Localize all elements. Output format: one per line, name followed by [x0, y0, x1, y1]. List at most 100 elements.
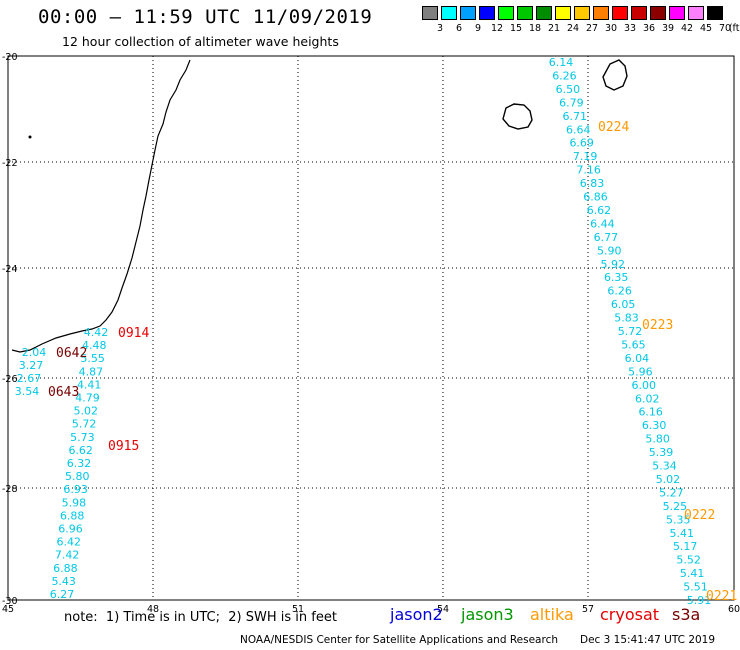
axis-labels: 45 48 51 54 57 60 -20 -22 -24 -26 -28 -30 — [2, 52, 740, 615]
legend-swatch — [669, 6, 685, 20]
swh-value: 6.69 — [569, 137, 594, 150]
swh-value: 5.80 — [65, 470, 90, 483]
legend-swatch — [441, 6, 457, 20]
swh-value: 5.39 — [649, 446, 674, 459]
swh-value: 5.91 — [687, 594, 712, 607]
swh-value: 6.71 — [563, 110, 588, 123]
swh-value: 6.32 — [67, 457, 92, 470]
swh-value: 6.62 — [587, 204, 612, 217]
x-axis-tick-label: 51 — [292, 604, 304, 615]
swh-value: 6.79 — [559, 96, 584, 109]
swh-value: 6.00 — [632, 379, 657, 392]
legend-tick: 70 — [718, 23, 732, 34]
swh-value: 4.42 — [84, 326, 109, 339]
altimeter-tracks: 4.424.485.554.874.414.795.025.725.736.62… — [15, 56, 738, 607]
y-axis-tick-label: -28 — [2, 484, 18, 495]
swh-value: 5.55 — [80, 352, 105, 365]
swh-value: 4.79 — [75, 392, 100, 405]
legend-tick: 42 — [680, 23, 694, 34]
legend-swatch — [707, 6, 723, 20]
swh-value: 6.93 — [63, 483, 88, 496]
map-title: 00:00 – 11:59 UTC 11/09/2019 — [38, 6, 373, 28]
swh-value: 5.83 — [614, 312, 639, 325]
footer-credit: NOAA/NESDIS Center for Satellite Applica… — [240, 634, 558, 646]
swh-value: 6.96 — [58, 523, 83, 536]
swh-value: 6.42 — [57, 536, 82, 549]
swh-value: 6.26 — [607, 285, 632, 298]
legend-swatch — [555, 6, 571, 20]
pass-time-label: 0643 — [48, 385, 79, 400]
x-axis-tick-label: 54 — [437, 604, 449, 615]
swh-value: 6.77 — [594, 231, 619, 244]
legend-tick: 18 — [528, 23, 542, 34]
swh-value: 6.30 — [642, 419, 667, 432]
swh-value: 7.42 — [55, 549, 80, 562]
satellite-legend-altika: altika — [530, 605, 574, 624]
swh-value: 5.98 — [62, 496, 87, 509]
y-axis-tick-label: -30 — [2, 596, 18, 607]
legend-tick: 27 — [585, 23, 599, 34]
legend-swatch — [612, 6, 628, 20]
swh-value: 7.19 — [573, 150, 598, 163]
swh-value: 5.25 — [663, 500, 688, 513]
swh-value: 5.35 — [666, 513, 691, 526]
swh-value: 6.16 — [638, 406, 663, 419]
pass-time-label: 0222 — [684, 508, 715, 523]
y-axis-tick-label: -24 — [2, 264, 18, 275]
coastline — [11, 59, 628, 353]
swh-value: 5.02 — [656, 473, 681, 486]
small-island — [28, 135, 32, 139]
legend-tick: 45 — [699, 23, 713, 34]
swh-value: 5.17 — [673, 540, 698, 553]
x-axis-tick-label: 60 — [728, 604, 740, 615]
legend-swatch — [574, 6, 590, 20]
swh-value: 5.92 — [601, 258, 626, 271]
legend-swatch — [422, 6, 438, 20]
y-axis-tick-label: -22 — [2, 158, 18, 169]
legend-swatch — [631, 6, 647, 20]
legend-tick: 12 — [490, 23, 504, 34]
swh-value: 5.43 — [51, 575, 76, 588]
reunion-island — [502, 103, 533, 130]
swh-value: 5.72 — [72, 418, 97, 431]
legend-tick: 33 — [623, 23, 637, 34]
legend-tick: 15 — [509, 23, 523, 34]
swh-value: 6.35 — [604, 271, 629, 284]
swh-value: 5.52 — [676, 554, 701, 567]
x-axis-tick-label: 48 — [147, 604, 159, 615]
swh-value: 6.02 — [635, 392, 660, 405]
legend-tick: 24 — [566, 23, 580, 34]
satellite-legend-jason3: jason3 — [461, 605, 514, 624]
swh-value: 2.04 — [22, 346, 47, 359]
swh-value: 4.48 — [82, 339, 107, 352]
swh-value: 6.05 — [611, 298, 636, 311]
swh-value: 6.62 — [68, 444, 93, 457]
pass-time-label: 0642 — [56, 346, 87, 361]
swh-value: 5.51 — [683, 581, 708, 594]
swh-value: 6.83 — [580, 177, 605, 190]
swh-value: 6.27 — [50, 588, 75, 601]
swh-value: 6.64 — [566, 123, 591, 136]
madagascar-coastline — [11, 59, 191, 353]
swh-value: 5.02 — [74, 405, 99, 418]
swh-value: 4.41 — [77, 378, 102, 391]
legend-unit: (ft) — [728, 23, 740, 34]
swh-value: 6.88 — [53, 562, 78, 575]
swh-value: 2.67 — [17, 372, 42, 385]
x-axis-tick-label: 57 — [582, 604, 594, 615]
pass-time-label: 0224 — [598, 120, 629, 135]
satellite-legend-jason2: jason2 — [390, 605, 443, 624]
legend-swatch — [498, 6, 514, 20]
legend-swatch — [593, 6, 609, 20]
y-axis-tick-label: -20 — [2, 52, 18, 63]
swh-value: 6.04 — [625, 352, 650, 365]
swh-value: 5.34 — [652, 460, 677, 473]
legend-swatch — [536, 6, 552, 20]
y-axis-tick-label: -26 — [2, 374, 18, 385]
mauritius-island — [602, 59, 628, 91]
legend-tick: 30 — [604, 23, 618, 34]
swh-value: 5.27 — [659, 486, 684, 499]
swh-value: 5.41 — [670, 527, 695, 540]
legend-swatch — [460, 6, 476, 20]
